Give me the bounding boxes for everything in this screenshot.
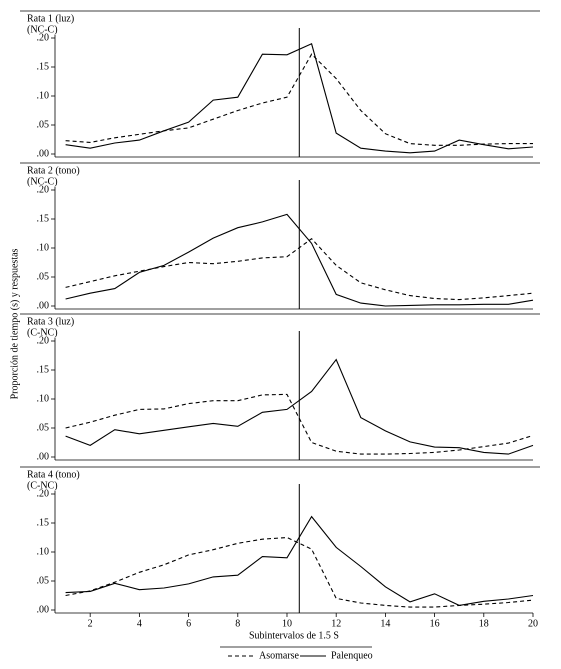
x-tick-label: 12 — [331, 618, 341, 629]
panel-subtitle: (C-NC) — [27, 327, 58, 338]
x-tick-label: 18 — [479, 618, 489, 629]
y-tick-label: .15 — [37, 517, 50, 528]
y-tick-label: .10 — [37, 393, 50, 404]
y-tick-label: .10 — [37, 546, 50, 557]
x-tick-label: 4 — [137, 618, 142, 629]
y-tick-label: .15 — [37, 61, 50, 72]
y-tick-label: .05 — [37, 422, 50, 433]
series-line — [65, 43, 534, 154]
y-tick-label: .05 — [37, 119, 50, 130]
y-tick-label: .00 — [37, 451, 50, 462]
series-line — [65, 237, 534, 301]
series-line — [65, 515, 534, 606]
x-tick-label: 6 — [186, 618, 191, 629]
y-tick-label: .20 — [37, 32, 50, 43]
panel-subtitle: (NC-C) — [27, 24, 58, 35]
series-line — [65, 393, 534, 455]
x-tick-label: 14 — [380, 618, 390, 629]
y-tick-label: .00 — [37, 300, 50, 311]
y-tick-label: .15 — [37, 364, 50, 375]
x-tick-label: 16 — [430, 618, 440, 629]
y-axis-title: Proporción de tiempo (s) y respuestas — [9, 248, 20, 399]
series-line — [65, 53, 533, 146]
y-tick-label: .20 — [37, 184, 50, 195]
panel-title: Rata 1 (luz) — [27, 13, 74, 24]
y-tick-label: .00 — [37, 148, 50, 159]
x-tick-label: 10 — [282, 618, 292, 629]
y-tick-label: .20 — [37, 488, 50, 499]
x-tick-label: 2 — [88, 618, 93, 629]
x-axis-title: Subintervalos de 1.5 S — [249, 630, 339, 641]
panel-subtitle: (NC-C) — [27, 176, 58, 187]
series-line — [65, 358, 534, 455]
legend-label: Asomarse — [259, 650, 300, 661]
series-line — [65, 213, 534, 307]
y-tick-label: .05 — [37, 575, 50, 586]
panel-subtitle: (C-NC) — [27, 480, 58, 491]
y-tick-label: .20 — [37, 335, 50, 346]
panel-title: Rata 2 (tono) — [27, 165, 80, 176]
x-tick-label: 20 — [528, 618, 538, 629]
x-tick-label: 8 — [235, 618, 240, 629]
y-tick-label: .10 — [37, 90, 50, 101]
y-tick-label: .00 — [37, 604, 50, 615]
y-tick-label: .15 — [37, 213, 50, 224]
y-tick-label: .10 — [37, 242, 50, 253]
panel-title: Rata 4 (tono) — [27, 469, 80, 480]
panel-title: Rata 3 (luz) — [27, 316, 74, 327]
legend-label: Palenqueo — [331, 650, 373, 661]
y-tick-label: .05 — [37, 271, 50, 282]
